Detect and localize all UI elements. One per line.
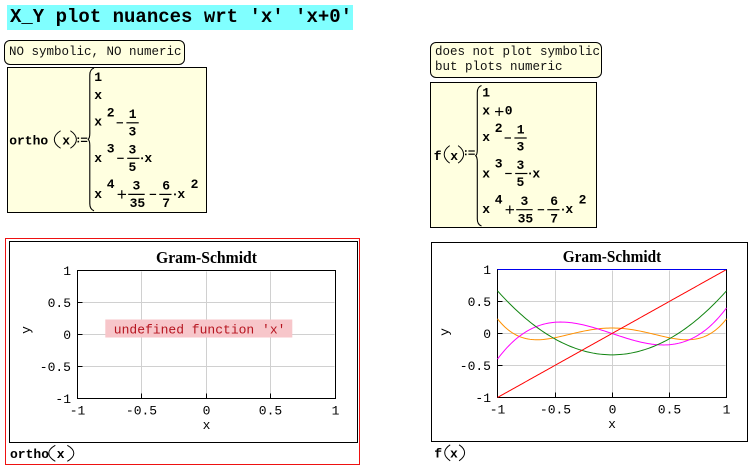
svg-text:y: y: [438, 328, 453, 336]
svg-text:x: x: [608, 417, 616, 432]
svg-text:2: 2: [191, 177, 199, 192]
svg-text:-0.5: -0.5: [126, 404, 157, 419]
svg-text:1: 1: [63, 264, 71, 279]
svg-text:3: 3: [129, 124, 137, 139]
svg-text:5: 5: [525, 211, 533, 226]
svg-text:2: 2: [495, 121, 503, 136]
svg-text:undefined function 'x': undefined function 'x': [114, 323, 286, 338]
svg-text:x: x: [482, 202, 490, 217]
svg-text:-1: -1: [55, 392, 71, 407]
svg-text:3: 3: [495, 157, 503, 172]
svg-text:-0.5: -0.5: [540, 403, 571, 418]
svg-text:3: 3: [130, 196, 138, 211]
svg-text:1: 1: [332, 404, 340, 419]
svg-text:1: 1: [483, 263, 491, 278]
svg-text:1: 1: [482, 85, 490, 100]
svg-text:x: x: [177, 187, 185, 202]
svg-text:6: 6: [162, 179, 170, 194]
svg-text:x: x: [565, 202, 573, 217]
svg-text:3: 3: [107, 141, 115, 156]
svg-text:-1: -1: [70, 404, 86, 419]
svg-text:4: 4: [107, 177, 115, 192]
svg-text:x: x: [94, 151, 102, 166]
svg-text:1: 1: [129, 107, 137, 122]
svg-text:ortho: ortho: [9, 134, 48, 149]
svg-text:0.5: 0.5: [468, 295, 491, 310]
svg-text:2: 2: [579, 193, 587, 208]
svg-text:0: 0: [609, 403, 617, 418]
svg-text:x: x: [450, 149, 458, 164]
svg-text:f: f: [434, 447, 442, 462]
svg-text:0: 0: [203, 404, 211, 419]
svg-text:f: f: [434, 149, 442, 164]
svg-text:x: x: [532, 167, 540, 182]
svg-text:ortho: ortho: [10, 447, 49, 462]
svg-text:-1: -1: [475, 391, 491, 406]
svg-text:7: 7: [162, 196, 170, 211]
svg-text:3: 3: [517, 140, 525, 155]
svg-text:-1: -1: [490, 403, 506, 418]
svg-text:-0.5: -0.5: [460, 359, 491, 374]
svg-text:0.5: 0.5: [658, 403, 681, 418]
svg-text:x: x: [94, 88, 102, 103]
svg-text:3: 3: [521, 194, 529, 209]
svg-text:x: x: [144, 151, 152, 166]
svg-text:5: 5: [517, 175, 525, 190]
svg-text:3: 3: [133, 179, 141, 194]
svg-text:3: 3: [517, 158, 525, 173]
svg-text:x: x: [450, 447, 458, 462]
svg-text:5: 5: [137, 196, 145, 211]
svg-text:x: x: [482, 103, 490, 118]
svg-text:x: x: [203, 418, 211, 433]
svg-text:3: 3: [518, 211, 526, 226]
svg-text:y: y: [19, 326, 34, 334]
svg-text:3: 3: [129, 143, 137, 158]
svg-text:4: 4: [495, 193, 503, 208]
svg-text:5: 5: [129, 160, 137, 175]
svg-text:0: 0: [63, 328, 71, 343]
svg-text:0.5: 0.5: [48, 296, 71, 311]
svg-text:x: x: [94, 187, 102, 202]
svg-text:1: 1: [94, 70, 102, 85]
svg-text:x: x: [482, 130, 490, 145]
svg-text:2: 2: [107, 106, 115, 121]
svg-text:1: 1: [517, 122, 525, 137]
svg-text:0: 0: [483, 327, 491, 342]
svg-text:x: x: [57, 447, 65, 462]
svg-text:0.5: 0.5: [259, 404, 282, 419]
svg-text:x: x: [482, 167, 490, 182]
svg-text:-0.5: -0.5: [40, 360, 71, 375]
svg-text:7: 7: [550, 211, 558, 226]
svg-text:x: x: [62, 134, 70, 149]
svg-text:0: 0: [505, 103, 513, 118]
svg-text:1: 1: [723, 403, 731, 418]
svg-text:Gram-Schmidt: Gram-Schmidt: [563, 247, 662, 266]
svg-text:6: 6: [550, 194, 558, 209]
svg-text:x: x: [94, 115, 102, 130]
svg-text:Gram-Schmidt: Gram-Schmidt: [156, 248, 257, 267]
